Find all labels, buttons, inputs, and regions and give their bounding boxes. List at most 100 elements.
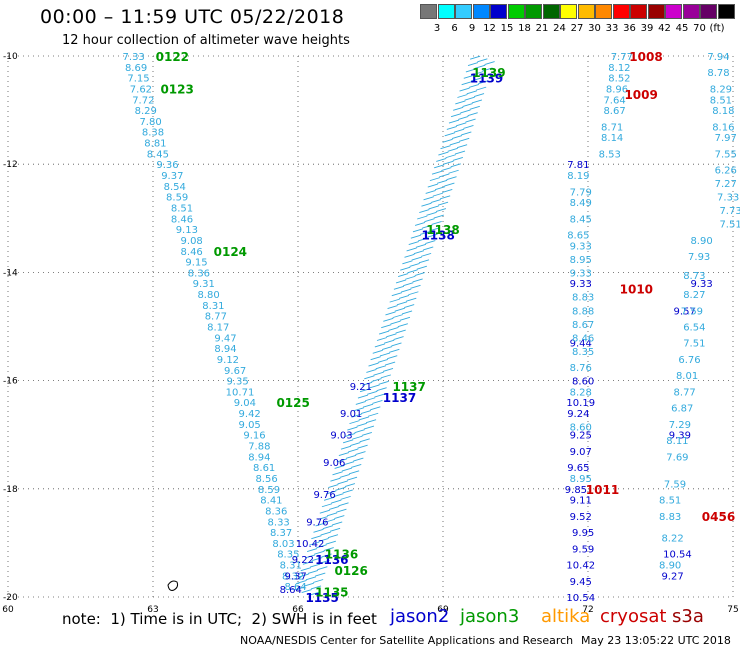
track-tick <box>374 393 385 398</box>
track-tick <box>384 361 396 366</box>
wave-height-label: 7.59 <box>664 479 686 490</box>
ascending-track-ticks <box>294 55 495 596</box>
wave-height-label: 8.16 <box>712 122 734 133</box>
wave-height-label: 8.36 <box>188 268 210 279</box>
track-tick <box>387 305 398 309</box>
track-tick <box>478 80 489 85</box>
wave-height-label: 8.80 <box>197 290 219 301</box>
wave-height-label: 6.87 <box>671 404 693 415</box>
color-swatch <box>647 4 665 19</box>
track-tick <box>367 390 378 395</box>
track-tick <box>454 150 466 155</box>
track-tick <box>368 412 379 417</box>
pass-time-label: 1135 <box>305 591 338 605</box>
track-tick <box>340 495 351 500</box>
track-tick <box>343 461 355 466</box>
color-scale-label: 15 <box>500 23 514 34</box>
wave-height-label: 7.72 <box>132 95 154 106</box>
wave-height-label: 8.37 <box>270 528 292 539</box>
track-tick <box>410 284 421 289</box>
track-tick <box>390 320 401 325</box>
wave-height-label: 8.76 <box>570 363 592 374</box>
wave-height-label: 7.73 <box>719 206 740 217</box>
color-scale-label: (ft) <box>709 23 725 34</box>
track-tick <box>414 272 425 276</box>
wave-height-label: 8.96 <box>606 84 628 95</box>
color-scale-label: 3 <box>433 23 441 34</box>
track-tick <box>304 554 316 559</box>
track-tick <box>447 147 458 152</box>
axis-labels: 60 63 66 69 72 75 -10 -12 -14 -16 -18 -20 <box>2 52 738 615</box>
track-tick <box>307 569 319 574</box>
wave-height-label: 8.01 <box>676 371 698 382</box>
color-swatch <box>420 4 437 19</box>
footer-credit: NOAA/NESDIS Center for Satellite Applica… <box>240 634 574 647</box>
wave-height-label: 8.29 <box>710 84 732 95</box>
grid-lines <box>7 55 734 598</box>
track-tick <box>445 154 456 159</box>
wave-height-label: 8.65 <box>567 231 589 242</box>
track-tick <box>306 548 318 552</box>
track-tick <box>419 209 430 214</box>
wave-height-label: 8.51 <box>659 496 681 507</box>
track-tick <box>407 269 418 274</box>
track-tick <box>451 135 463 140</box>
x-tick-label: 75 <box>727 605 738 615</box>
wave-height-label: 8.95 <box>570 255 592 266</box>
wave-height-label: 9.33 <box>570 279 592 290</box>
track-tick <box>405 275 416 280</box>
track-tick <box>351 463 362 468</box>
wave-height-label: 9.33 <box>570 268 592 279</box>
track-tick <box>444 182 455 187</box>
track-tick <box>391 292 402 297</box>
wave-height-label: 8.38 <box>142 128 164 139</box>
wave-height-label: 8.12 <box>608 63 630 74</box>
wave-height-label: 8.49 <box>570 198 592 209</box>
track-tick <box>355 451 366 456</box>
track-tick <box>385 311 396 316</box>
track-tick <box>387 355 398 360</box>
track-tick <box>301 589 312 594</box>
wave-height-label: 10.71 <box>226 387 255 398</box>
wave-height-label: 6.54 <box>683 323 705 334</box>
track-tick <box>411 256 422 261</box>
track-tick <box>466 90 477 95</box>
pass-time-label: 1011 <box>586 483 619 497</box>
track-tick <box>464 96 475 101</box>
track-tick <box>430 199 441 203</box>
wave-height-label: 7.62 <box>130 84 152 95</box>
wave-height-label: 7.51 <box>719 220 740 231</box>
track-tick <box>298 573 309 578</box>
color-scale-label: 12 <box>483 23 496 34</box>
track-tick <box>327 534 339 539</box>
track-tick <box>381 324 392 329</box>
wave-height-label: 8.28 <box>570 387 592 398</box>
wave-height-label: 9.31 <box>193 279 215 290</box>
wave-height-label: 8.22 <box>661 533 683 544</box>
track-tick <box>326 490 337 495</box>
track-tick <box>455 100 466 105</box>
track-tick <box>412 228 424 233</box>
track-tick <box>296 580 307 584</box>
track-tick <box>311 535 322 540</box>
wave-height-label: 8.32 <box>282 571 304 582</box>
pass-time-label: 1008 <box>629 50 662 64</box>
track-tick <box>461 81 472 86</box>
pass-time-label: 1136 <box>315 553 348 567</box>
wave-height-label: 10.42 <box>296 539 325 550</box>
wave-height-label: 9.22 <box>292 555 314 566</box>
wave-height-label: 8.19 <box>567 171 589 182</box>
wave-height-label: 8.46 <box>572 333 594 344</box>
pass-time-label: 0125 <box>276 396 309 410</box>
wave-height-label: 8.94 <box>248 452 270 463</box>
wave-height-label: 8.73 <box>683 271 705 282</box>
track-tick <box>437 179 448 184</box>
wave-height-label: 9.76 <box>313 490 335 501</box>
pass-time-label: 0456 <box>702 510 735 524</box>
track-tick <box>473 93 485 97</box>
wave-height-label: 8.45 <box>570 214 592 225</box>
track-tick <box>323 496 335 501</box>
track-tick <box>349 470 360 475</box>
track-tick <box>335 486 346 491</box>
